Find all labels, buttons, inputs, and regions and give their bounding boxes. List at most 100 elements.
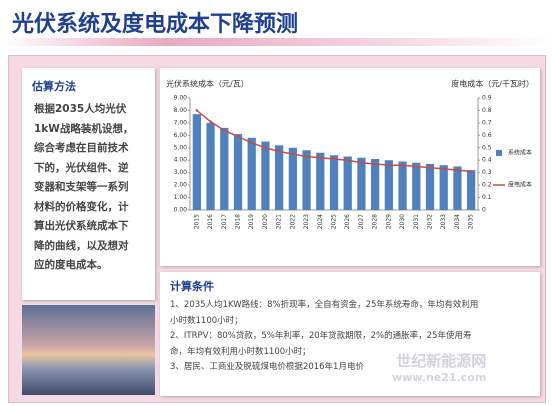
line-marker — [250, 141, 254, 145]
y-tick-label: 8.00 — [174, 107, 188, 114]
bar — [329, 155, 339, 210]
y2-tick-label: 0.5 — [482, 144, 492, 151]
line-marker — [236, 135, 240, 138]
y-tick-label: 5.00 — [174, 144, 188, 151]
legend-label: 度电成本 — [508, 181, 532, 189]
chart: 光伏系统成本（元/瓦） 度电成本（元/千瓦时） 0.00 1.00 2.00 3.00… — [160, 68, 540, 266]
method-line: 变器和支架等一系列 — [34, 181, 129, 193]
x-tick-label: 2035 — [468, 214, 475, 229]
x-tick-label: 2032 — [427, 214, 434, 229]
y2-tick-label: 0 — [482, 207, 486, 214]
method-line: 算出光伏系统成本下 — [34, 220, 129, 232]
line-marker — [414, 165, 418, 168]
line-marker — [387, 163, 391, 167]
bar — [288, 147, 297, 210]
method-text: 根据2035人均光伏 1kW战略装机设想， 综合考虑在目前技术 下的，光伏组件、逆 变器… — [22, 100, 155, 276]
slide-title: 光伏系统及度电成本下降预测 — [12, 12, 299, 37]
y-tick-label: 6.00 — [174, 132, 188, 139]
line-marker — [195, 109, 199, 112]
x-tick-label: 2034 — [454, 214, 461, 229]
bar — [467, 170, 476, 210]
x-tick-label: 2021 — [276, 214, 283, 229]
y2-tick-label: 0.9 — [482, 95, 492, 102]
line-marker — [456, 168, 459, 172]
x-tick-label: 2016 — [207, 214, 214, 229]
legend-swatch — [496, 150, 502, 156]
method-heading: 估算方法 — [32, 80, 76, 93]
bar — [398, 161, 407, 210]
bar — [439, 165, 448, 210]
bar — [384, 160, 393, 210]
x-tick-label: 2017 — [221, 214, 228, 229]
method-line: 根据2035人均光伏 — [34, 103, 127, 115]
bar — [412, 162, 421, 210]
line-marker — [360, 161, 363, 165]
method-panel: 估算方法 根据2035人均光伏 1kW战略装机设想， 综合考虑在目前技术 下的，光伏组… — [22, 68, 155, 300]
condition-line: 命，年均有效利用小时数1100小时； — [170, 346, 311, 357]
line-marker — [346, 158, 350, 162]
bar — [247, 137, 256, 210]
line-marker — [428, 166, 432, 169]
bar — [357, 157, 366, 210]
line-marker — [373, 162, 377, 166]
line-marker — [469, 170, 473, 173]
x-tick-label: 2031 — [413, 214, 420, 229]
line-marker — [332, 157, 336, 161]
x-tick-label: 2027 — [358, 214, 365, 229]
y2-axis-title: 度电成本（元/千瓦时） — [451, 79, 534, 89]
conditions-panel: 计算条件 1、2035人均1KW路线：8%折现率，全自有资金，25年系统寿命，年… — [160, 272, 540, 396]
bar — [453, 166, 462, 210]
method-line: 综合考虑在目前技术 — [34, 142, 129, 154]
y-tick-label: 3.00 — [174, 169, 188, 176]
bar — [233, 134, 243, 210]
y-tick-label: 4.00 — [174, 157, 188, 164]
method-line: 降的曲线，以及想对 — [34, 239, 129, 252]
x-tick-label: 2023 — [303, 214, 310, 229]
conditions-text: 1、2035人均1KW路线：8%折现率，全自有资金，25年系统寿命，年均有效利用… — [160, 298, 540, 376]
y-tick-label: 7.00 — [174, 119, 188, 126]
x-tick-label: 2022 — [289, 214, 296, 229]
photo — [22, 305, 155, 395]
y-tick-label: 2.00 — [174, 182, 188, 189]
watermark-text: 世纪新能源网 — [396, 352, 487, 370]
line-marker — [222, 129, 226, 132]
y2-tick-label: 0.1 — [482, 194, 492, 201]
bar — [302, 150, 311, 210]
condition-line: 2、ITRPV：80%贷款，5%年利率，20年贷款期限，2%的通胀率，25年使用… — [170, 331, 472, 341]
bar — [275, 145, 284, 210]
bar — [261, 141, 270, 210]
y2-tick-label: 0.4 — [482, 157, 492, 164]
method-line: 下的，光伏组件、逆 — [34, 161, 129, 174]
x-tick-label: 2033 — [440, 214, 447, 229]
bar — [343, 156, 352, 210]
y2-tick-label: 0.3 — [482, 169, 492, 176]
condition-line: 3、居民、工商业及脱硫煤电价根据2016年1月电价 — [170, 362, 364, 372]
x-tick-label: 2019 — [248, 214, 255, 229]
x-tick-label: 2030 — [399, 214, 406, 229]
method-line: 材料的价格变化，计 — [34, 200, 129, 213]
line-marker — [291, 152, 295, 156]
bar — [192, 114, 201, 210]
condition-line: 小时数1100小时； — [170, 315, 243, 326]
line-marker — [209, 120, 212, 123]
y-tick-label: 1.00 — [174, 194, 188, 201]
line-marker — [277, 150, 281, 153]
y-tick-label: 9.00 — [174, 95, 188, 102]
conditions-heading: 计算条件 — [170, 280, 214, 293]
title-band — [0, 38, 552, 46]
line-marker — [305, 155, 308, 158]
condition-line: 1、2035人均1KW路线：8%折现率，全自有资金，25年系统寿命，年均有效利用 — [170, 300, 479, 310]
x-tick-label: 2020 — [262, 214, 269, 229]
x-tick-label: 2015 — [193, 214, 200, 229]
line-marker — [442, 167, 446, 171]
watermark: 世纪新能源网 www.ne21.com — [392, 350, 486, 384]
x-tick-label: 2018 — [235, 214, 242, 229]
bar — [206, 122, 215, 210]
legend-label: 系统成本 — [508, 149, 532, 157]
x-tick-label: 2026 — [344, 214, 351, 229]
bar — [425, 163, 435, 210]
line-marker — [401, 163, 404, 167]
method-line: 1kW战略装机设想， — [34, 122, 134, 135]
bar — [371, 158, 380, 210]
